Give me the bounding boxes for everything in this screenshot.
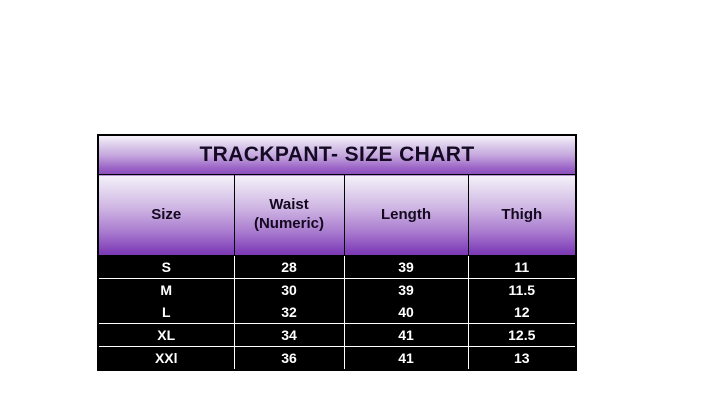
cell-length: 41 — [343, 346, 469, 370]
cell-length: 39 — [343, 255, 469, 279]
table-title-row: TRACKPANT- SIZE CHART — [97, 134, 577, 175]
cell-thigh: 12.5 — [467, 323, 577, 347]
cell-waist: 34 — [233, 323, 345, 347]
cell-waist: 32 — [233, 301, 345, 324]
table-row: M 30 39 11.5 — [98, 278, 577, 301]
cell-size: S — [98, 255, 235, 279]
cell-size: M — [98, 278, 235, 301]
cell-size: XL — [98, 323, 235, 347]
cell-thigh: 13 — [467, 346, 577, 370]
chart-title-cell: TRACKPANT- SIZE CHART — [97, 134, 577, 175]
column-header-size: Size — [97, 174, 235, 256]
column-header-thigh: Thigh — [467, 174, 577, 256]
table-row: XL 34 41 12.5 — [98, 323, 577, 347]
column-header-waist-line1: Waist — [269, 196, 309, 214]
trackpant-size-chart-table: TRACKPANT- SIZE CHART Size Waist (Numeri… — [97, 134, 578, 371]
table-row: S 28 39 11 — [98, 255, 577, 279]
column-header-length: Length — [343, 174, 469, 256]
cell-waist: 36 — [233, 346, 345, 370]
column-header-waist-line2: (Numeric) — [253, 215, 324, 232]
table-row: XXl 36 41 13 — [98, 346, 577, 370]
column-header-waist: Waist (Numeric) — [233, 174, 345, 256]
page-title: TRACKPANT- SIZE CHART — [199, 143, 475, 166]
cell-thigh: 11.5 — [467, 278, 577, 301]
table-row: L 32 40 12 — [98, 301, 577, 324]
cell-size: XXl — [98, 346, 235, 370]
cell-waist: 28 — [233, 255, 345, 279]
cell-length: 39 — [343, 278, 469, 301]
table-header-row: Size Waist (Numeric) Length Thigh — [97, 174, 577, 256]
cell-size: L — [98, 301, 235, 324]
cell-length: 41 — [343, 323, 469, 347]
cell-thigh: 11 — [467, 255, 577, 279]
cell-length: 40 — [343, 301, 469, 324]
cell-waist: 30 — [233, 278, 345, 301]
cell-thigh: 12 — [467, 301, 577, 324]
